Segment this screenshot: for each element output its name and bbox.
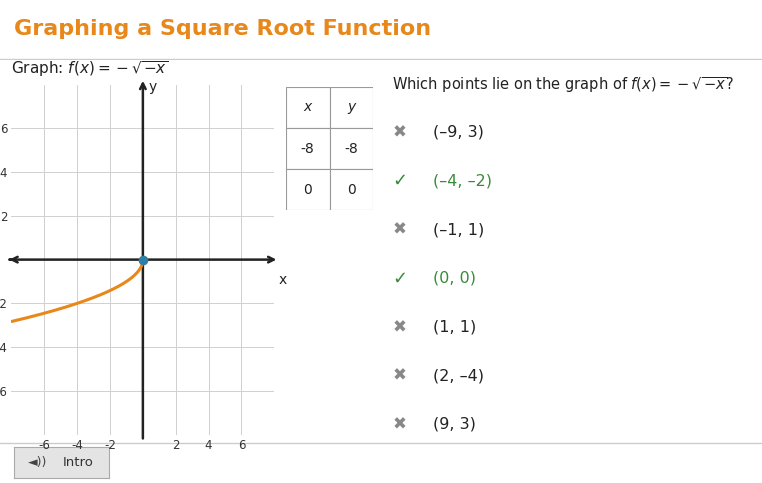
Text: Graphing a Square Root Function: Graphing a Square Root Function: [14, 19, 431, 39]
Text: ✖: ✖: [392, 124, 406, 142]
Text: ✖: ✖: [392, 415, 406, 433]
Text: -8: -8: [301, 142, 315, 156]
FancyBboxPatch shape: [286, 87, 329, 128]
Text: 0: 0: [347, 183, 356, 197]
FancyBboxPatch shape: [329, 128, 373, 169]
Text: ✖: ✖: [392, 318, 406, 336]
Text: ✖: ✖: [392, 367, 406, 384]
Text: x: x: [278, 273, 287, 287]
FancyBboxPatch shape: [329, 169, 373, 210]
Text: (1, 1): (1, 1): [433, 320, 476, 335]
Text: y: y: [347, 100, 356, 114]
Text: Graph: $f(x) = -\sqrt{-x}$: Graph: $f(x) = -\sqrt{-x}$: [11, 59, 169, 79]
Text: Which points lie on the graph of $f(x) = -\sqrt{-x}$?: Which points lie on the graph of $f(x) =…: [392, 75, 735, 96]
Text: (9, 3): (9, 3): [433, 417, 475, 432]
FancyBboxPatch shape: [286, 169, 329, 210]
Text: (–1, 1): (–1, 1): [433, 222, 484, 237]
Text: 0: 0: [303, 183, 312, 197]
Text: ✓: ✓: [392, 270, 408, 287]
Text: (0, 0): (0, 0): [433, 271, 475, 286]
Text: -8: -8: [344, 142, 358, 156]
FancyBboxPatch shape: [286, 128, 329, 169]
Text: y: y: [149, 80, 157, 94]
Text: (–4, –2): (–4, –2): [433, 173, 491, 188]
FancyBboxPatch shape: [329, 87, 373, 128]
Text: ✖: ✖: [392, 221, 406, 239]
Text: x: x: [303, 100, 312, 114]
Text: ◄)): ◄)): [28, 456, 47, 469]
Text: (–9, 3): (–9, 3): [433, 125, 484, 140]
Text: (2, –4): (2, –4): [433, 368, 484, 383]
Text: ✓: ✓: [392, 172, 408, 190]
Text: Intro: Intro: [63, 456, 94, 469]
